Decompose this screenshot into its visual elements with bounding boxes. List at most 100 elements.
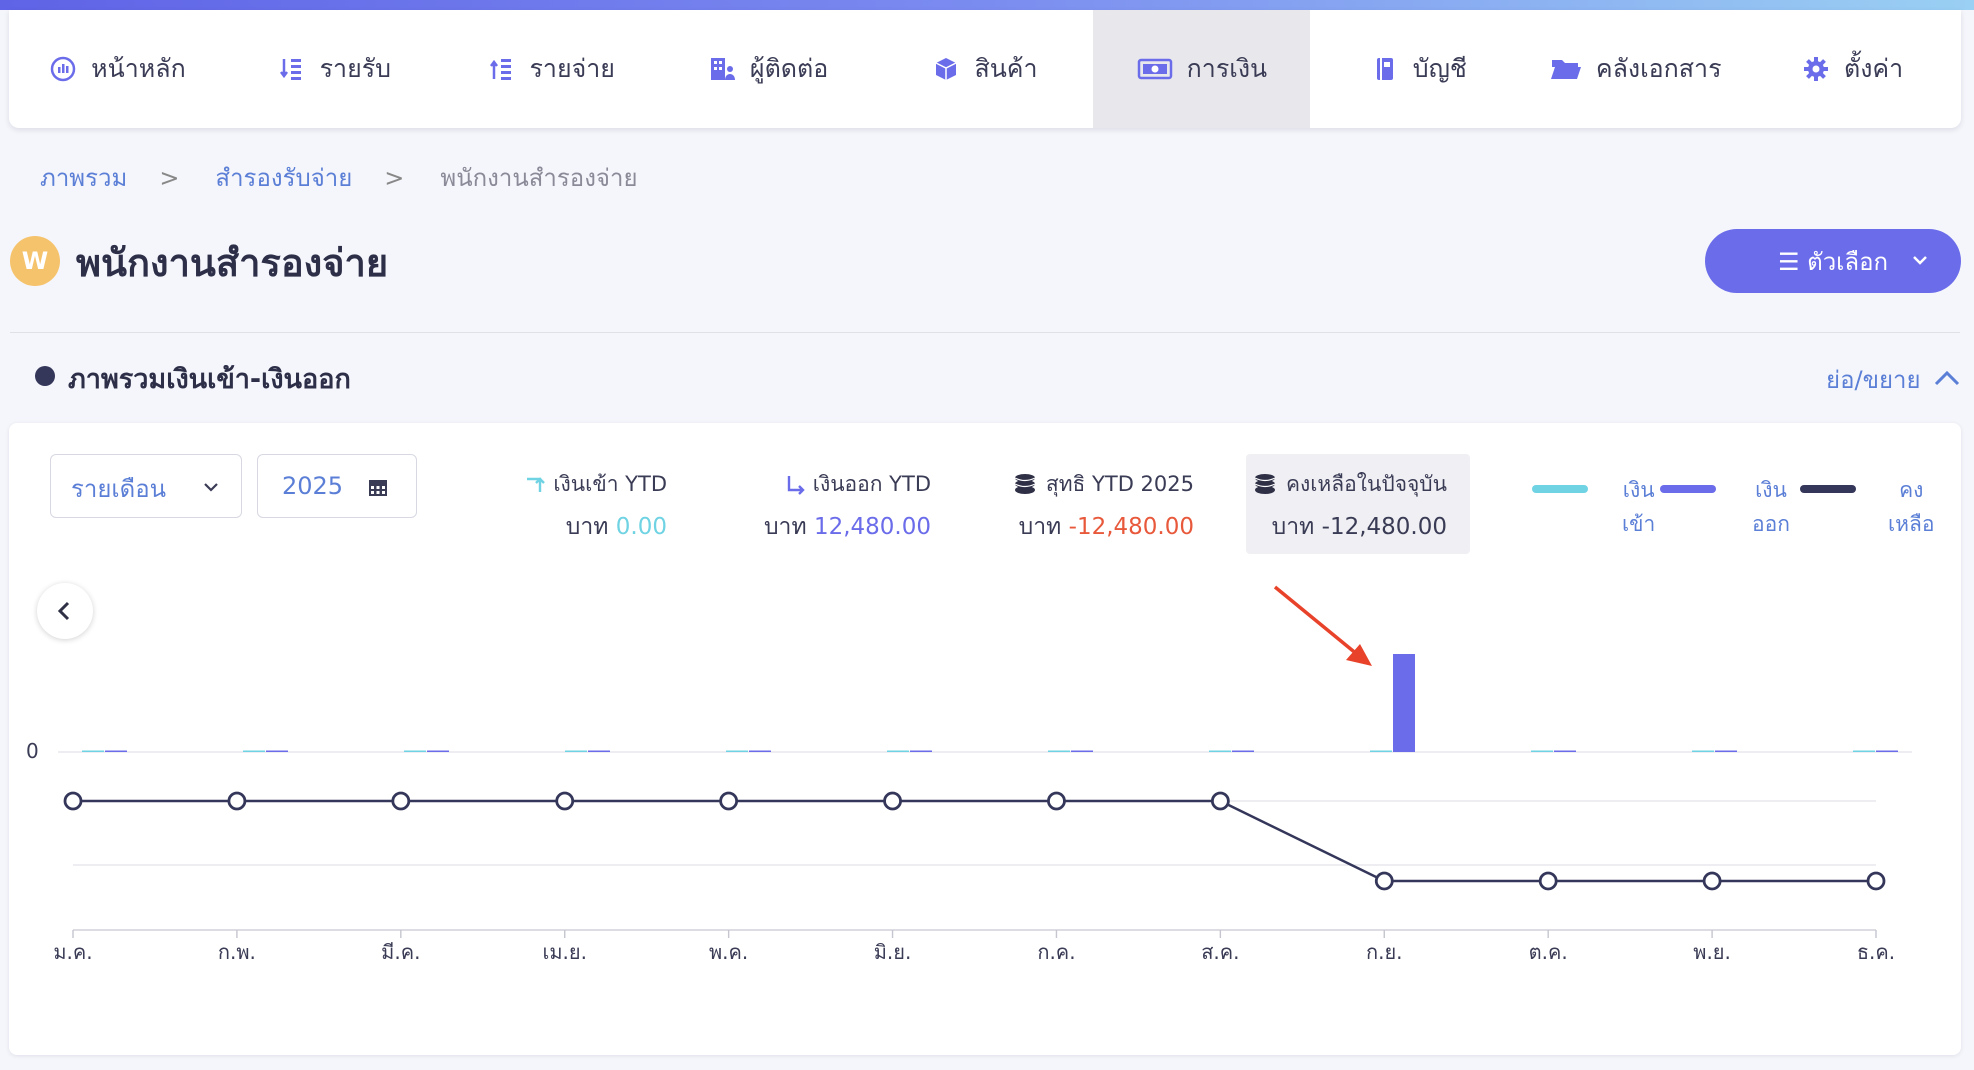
x-tick-label-9: ต.ค. <box>1529 940 1568 964</box>
period-select-value: รายเดือน <box>71 475 167 503</box>
legend-income-label[interactable]: เงิน เข้า <box>1622 473 1655 541</box>
bar-income-2 <box>404 750 426 752</box>
balance-point-9 <box>1538 871 1558 891</box>
nav-label: บัญชี <box>1412 54 1467 83</box>
x-tick-label-7: ส.ค. <box>1201 940 1239 964</box>
x-tick-label-1: ก.พ. <box>218 940 256 964</box>
balance-line <box>73 799 1876 883</box>
nav-item-accounting[interactable]: บัญชี <box>1310 10 1527 128</box>
bar-expense-2 <box>427 750 449 752</box>
stat-income-ytd: เงินเข้า YTD บาท 0.00 <box>523 468 667 545</box>
x-tick-label-0: ม.ค. <box>53 940 92 964</box>
section-bullet <box>35 366 55 386</box>
legend-expense-swatch[interactable] <box>1660 485 1716 493</box>
bar-expense-7 <box>1232 750 1254 752</box>
bar-expense-8 <box>1393 654 1415 752</box>
legend-income-line2: เข้า <box>1622 512 1656 536</box>
nav-item-dashboard[interactable]: หน้าหลัก <box>9 10 226 128</box>
nav-label: ผู้ติดต่อ <box>749 54 829 83</box>
legend-balance-swatch[interactable] <box>1800 485 1856 493</box>
dashboard-icon <box>49 55 77 83</box>
annotation-arrow-shaft <box>1273 585 1360 657</box>
breadcrumb-overview-link[interactable]: ภาพรวม <box>40 164 128 192</box>
income-icon <box>278 55 306 83</box>
balance-point-8 <box>1374 871 1394 891</box>
bar-income-9 <box>1531 750 1553 752</box>
page-title: พนักงานสำรองจ่าย <box>76 241 389 285</box>
bar-income-7 <box>1209 750 1231 752</box>
nav-item-finance[interactable]: การเงิน <box>1093 10 1311 128</box>
nav-item-income[interactable]: รายรับ <box>226 10 443 128</box>
box-icon <box>932 55 960 83</box>
bar-income-0 <box>82 750 104 752</box>
stat-net-currency: บาท <box>1018 514 1062 540</box>
balance-point-6 <box>1047 791 1066 811</box>
expense-icon <box>488 55 516 83</box>
gear-icon <box>1802 55 1830 83</box>
period-select[interactable]: รายเดือน <box>50 454 242 518</box>
folder-icon <box>1550 55 1582 83</box>
nav-item-expense[interactable]: รายจ่าย <box>443 10 660 128</box>
legend-expense-line1: เงิน <box>1755 478 1787 502</box>
bar-expense-6 <box>1071 750 1093 752</box>
nav-label: ตั้งค่า <box>1843 54 1904 83</box>
nav-label: หน้าหลัก <box>91 54 186 83</box>
balance-point-2 <box>391 791 411 811</box>
bar-expense-0 <box>105 750 127 752</box>
bar-income-5 <box>887 750 909 752</box>
nav-item-documents[interactable]: คลังเอกสาร <box>1527 10 1744 128</box>
balance-point-11 <box>1866 871 1886 891</box>
stat-balance-label: คงเหลือในปัจจุบัน <box>1285 472 1447 496</box>
header-divider <box>10 332 1960 333</box>
stat-net-ytd: สุทธิ YTD 2025 บาท -12,480.00 <box>1012 468 1194 545</box>
avatar: W <box>10 236 60 286</box>
nav-item-contacts[interactable]: ผู้ติดต่อ <box>660 10 877 128</box>
contacts-icon <box>708 55 736 83</box>
coins-icon <box>1014 473 1036 494</box>
money-icon <box>1137 55 1173 83</box>
bar-expense-1 <box>266 750 288 752</box>
balance-point-4 <box>719 791 739 811</box>
arrow-turn-up-icon <box>527 476 546 492</box>
overview-card <box>9 423 1961 1055</box>
legend-balance-label[interactable]: คง เหลือ <box>1888 473 1935 541</box>
nav-label: การเงิน <box>1186 54 1268 83</box>
stat-net-label: สุทธิ YTD 2025 <box>1045 472 1194 496</box>
chevron-up-icon[interactable] <box>1933 368 1961 388</box>
balance-point-3 <box>555 791 575 811</box>
legend-balance-line2: เหลือ <box>1888 512 1935 536</box>
legend-income-swatch[interactable] <box>1532 485 1588 493</box>
breadcrumb-current: พนักงานสำรองจ่าย <box>440 164 638 192</box>
x-tick-label-4: พ.ค. <box>709 940 748 964</box>
chart-prev-button[interactable] <box>37 583 93 639</box>
collapse-toggle-link[interactable]: ย่อ/ขยาย <box>1826 366 1921 394</box>
x-tick-label-5: มิ.ย. <box>874 940 912 964</box>
x-tick-label-3: เม.ย. <box>543 940 587 964</box>
stat-balance-value: -12,480.00 <box>1321 514 1447 540</box>
y-tick-label-zero: 0 <box>26 739 39 763</box>
x-tick-label-2: มี.ค. <box>381 940 420 964</box>
nav-item-products[interactable]: สินค้า <box>877 10 1094 128</box>
stat-income-value: 0.00 <box>615 514 667 540</box>
stat-balance-currency: บาท <box>1271 514 1315 540</box>
options-dropdown-button[interactable]: ☰ ตัวเลือก <box>1705 229 1961 293</box>
year-picker-value: 2025 <box>282 472 344 500</box>
year-picker[interactable]: 2025 <box>257 454 417 518</box>
chevron-left-icon <box>57 601 70 621</box>
bar-income-8 <box>1370 750 1392 752</box>
stat-net-value: -12,480.00 <box>1068 514 1194 540</box>
stat-income-currency: บาท <box>565 514 609 540</box>
bar-expense-3 <box>588 750 610 752</box>
legend-income-line1: เงิน <box>1622 478 1655 502</box>
top-accent-strip <box>0 0 1974 10</box>
arrow-turn-down-icon <box>787 475 805 495</box>
nav-item-settings[interactable]: ตั้งค่า <box>1744 10 1961 128</box>
book-icon <box>1371 55 1399 83</box>
balance-point-10 <box>1702 871 1722 891</box>
breadcrumb-reserve-link[interactable]: สำรองรับจ่าย <box>215 164 353 192</box>
nav-label: รายจ่าย <box>529 54 615 83</box>
legend-expense-label[interactable]: เงิน ออก <box>1752 473 1790 541</box>
options-button-label: ☰ ตัวเลือก <box>1777 247 1889 276</box>
bar-income-10 <box>1692 750 1714 752</box>
annotation-arrow-head <box>1346 644 1372 666</box>
